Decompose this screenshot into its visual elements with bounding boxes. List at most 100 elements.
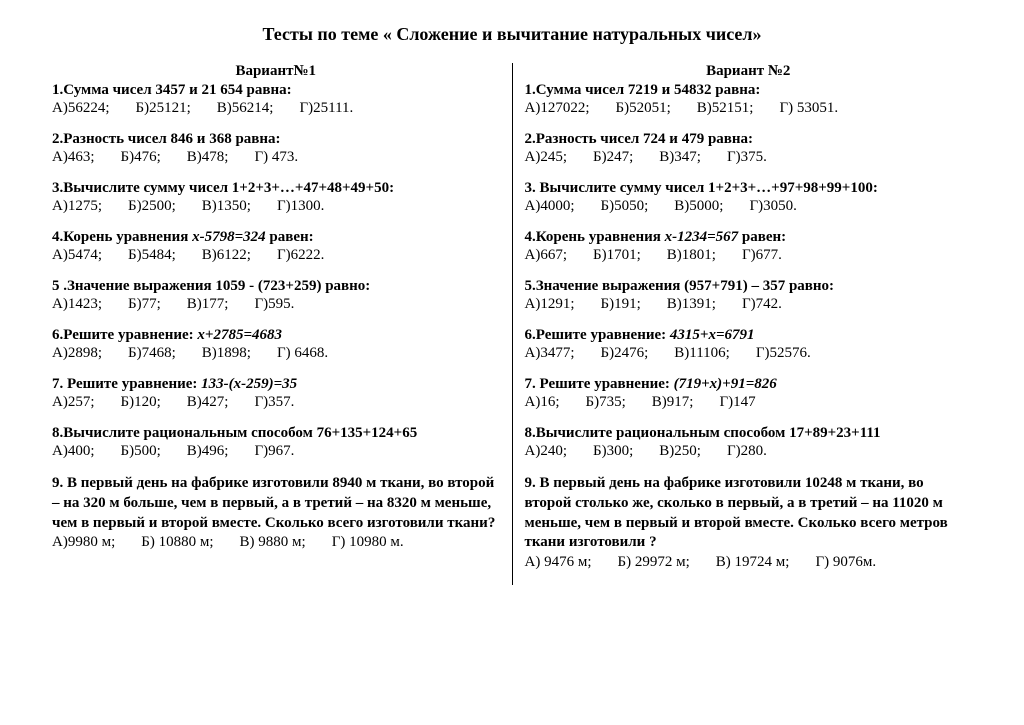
option: В)56214;: [217, 100, 274, 117]
option: В)478;: [187, 149, 229, 166]
option: Г)677.: [742, 247, 782, 264]
options-row: А)3477;Б)2476;В)11106;Г)52576.: [525, 345, 973, 362]
options-row: А)56224; Б)25121; В)56214; Г)25111.: [52, 100, 500, 117]
option: Б)191;: [601, 296, 641, 313]
option: Г) 53051.: [779, 100, 838, 117]
option: В)177;: [187, 296, 229, 313]
option: В)427;: [187, 394, 229, 411]
options-row: А) 9476 м; Б) 29972 м; В) 19724 м; Г) 9076м…: [525, 554, 973, 571]
option: А)2898;: [52, 345, 102, 362]
question: 9. В первый день на фабрике изготовили 1…: [525, 474, 973, 571]
question: 2.Разность чисел 724 и 479 равна:А)245; Б…: [525, 131, 973, 166]
option: Б)77;: [128, 296, 161, 313]
option: Г)25111.: [299, 100, 353, 117]
question: 6.Решите уравнение: 4315+х=6791А)3477;Б)…: [525, 327, 973, 362]
question: 3.Вычислите сумму чисел 1+2+3+…+47+48+49…: [52, 180, 500, 215]
options-row: А)4000; Б)5050; В)5000; Г)3050.: [525, 198, 973, 215]
option: Б) 10880 м;: [141, 534, 213, 551]
option: Б)500;: [121, 443, 161, 460]
question-text: 6.Решите уравнение: 4315+х=6791: [525, 327, 973, 344]
question: 9. В первый день на фабрике изготовили 8…: [52, 474, 500, 551]
options-row: А)1423; Б)77; В)177; Г)595.: [52, 296, 500, 313]
question-text: 4.Корень уравнения х-5798=324 равен:: [52, 229, 500, 246]
option: Г)1300.: [277, 198, 324, 215]
option: Б)2500;: [128, 198, 176, 215]
option: Б)5050;: [601, 198, 649, 215]
options-row: А)245; Б)247; В)347; Г)375.: [525, 149, 973, 166]
option: В)1801;: [667, 247, 716, 264]
options-row: А)127022;Б)52051;В)52151;Г) 53051.: [525, 100, 973, 117]
option: Б)7468;: [128, 345, 176, 362]
option: В)496;: [187, 443, 229, 460]
options-row: А)9980 м;Б) 10880 м;В) 9880 м;Г) 10980 м…: [52, 534, 500, 551]
option: Г) 473.: [254, 149, 298, 166]
options-row: А)1291;Б)191;В)1391;Г)742.: [525, 296, 973, 313]
option: В)5000;: [674, 198, 723, 215]
option: Г)375.: [727, 149, 767, 166]
option: А)400;: [52, 443, 95, 460]
options-row: А)2898;Б)7468;В)1898;Г) 6468.: [52, 345, 500, 362]
option: А)127022;: [525, 100, 590, 117]
option: Г)280.: [727, 443, 767, 460]
options-row: А)257;Б)120;В)427;Г)357.: [52, 394, 500, 411]
option: В)1898;: [202, 345, 251, 362]
option: Б)735;: [586, 394, 626, 411]
question: 7. Решите уравнение: (719+х)+91=826А)16;…: [525, 376, 973, 411]
option: Б)247;: [593, 149, 633, 166]
question-text: 3. Вычислите сумму чисел 1+2+3+…+97+98+9…: [525, 180, 973, 197]
question-text: 4.Корень уравнения х-1234=567 равен:: [525, 229, 973, 246]
option: А)240;: [525, 443, 568, 460]
question: 8.Вычислите рациональным способом 76+135…: [52, 425, 500, 460]
question: 7. Решите уравнение: 133-(х-259)=35А)257…: [52, 376, 500, 411]
question: 2.Разность чисел 846 и 368 равна:А)463;Б…: [52, 131, 500, 166]
question: 6.Решите уравнение: х+2785=4683А)2898;Б)…: [52, 327, 500, 362]
option: В)6122;: [202, 247, 251, 264]
option: Б)52051;: [616, 100, 671, 117]
option: А)56224;: [52, 100, 110, 117]
question-text: 2.Разность чисел 724 и 479 равна:: [525, 131, 973, 148]
option: А)4000;: [525, 198, 575, 215]
option: В)250;: [659, 443, 701, 460]
question: 4.Корень уравнения х-5798=324 равен:А)54…: [52, 229, 500, 264]
option: В)917;: [652, 394, 694, 411]
option: А)16;: [525, 394, 560, 411]
option: Г) 9076м.: [815, 554, 876, 571]
option: А)667;: [525, 247, 568, 264]
question: 3. Вычислите сумму чисел 1+2+3+…+97+98+9…: [525, 180, 973, 215]
question: 1.Сумма чисел 3457 и 21 654 равна:А)5622…: [52, 82, 500, 117]
question-text: 3.Вычислите сумму чисел 1+2+3+…+47+48+49…: [52, 180, 500, 197]
question-text: 9. В первый день на фабрике изготовили 1…: [525, 474, 973, 553]
option: В)347;: [659, 149, 701, 166]
option: Б)25121;: [136, 100, 191, 117]
option: Б)1701;: [593, 247, 641, 264]
option: Г)742.: [742, 296, 782, 313]
option: А)245;: [525, 149, 568, 166]
question: 1.Сумма чисел 7219 и 54832 равна:А)12702…: [525, 82, 973, 117]
option: В)1391;: [667, 296, 716, 313]
option: Г)595.: [254, 296, 294, 313]
options-row: А)400; Б)500; В)496; Г)967.: [52, 443, 500, 460]
option: Г)3050.: [749, 198, 796, 215]
option: В) 19724 м;: [716, 554, 790, 571]
question: 4.Корень уравнения х-1234=567 равен:А)66…: [525, 229, 973, 264]
question-text: 1.Сумма чисел 7219 и 54832 равна:: [525, 82, 973, 99]
options-row: А)5474;Б)5484;В)6122;Г)6222.: [52, 247, 500, 264]
option: Б)2476;: [601, 345, 649, 362]
options-row: А)463;Б)476;В)478;Г) 473.: [52, 149, 500, 166]
option: А)1423;: [52, 296, 102, 313]
page-title: Тесты по теме « Сложение и вычитание нат…: [40, 24, 984, 45]
question-text: 7. Решите уравнение: (719+х)+91=826: [525, 376, 973, 393]
option: Б)476;: [121, 149, 161, 166]
option: Г)6222.: [277, 247, 324, 264]
question-text: 1.Сумма чисел 3457 и 21 654 равна:: [52, 82, 500, 99]
option: А)5474;: [52, 247, 102, 264]
option: Г)52576.: [756, 345, 811, 362]
question-text: 5.Значение выражения (957+791) – 357 рав…: [525, 278, 973, 295]
option: Г)967.: [254, 443, 294, 460]
option: А) 9476 м;: [525, 554, 592, 571]
option: А)9980 м;: [52, 534, 115, 551]
question-text: 9. В первый день на фабрике изготовили 8…: [52, 474, 500, 533]
option: В) 9880 м;: [240, 534, 306, 551]
option: Б)300;: [593, 443, 633, 460]
option: Б) 29972 м;: [618, 554, 690, 571]
